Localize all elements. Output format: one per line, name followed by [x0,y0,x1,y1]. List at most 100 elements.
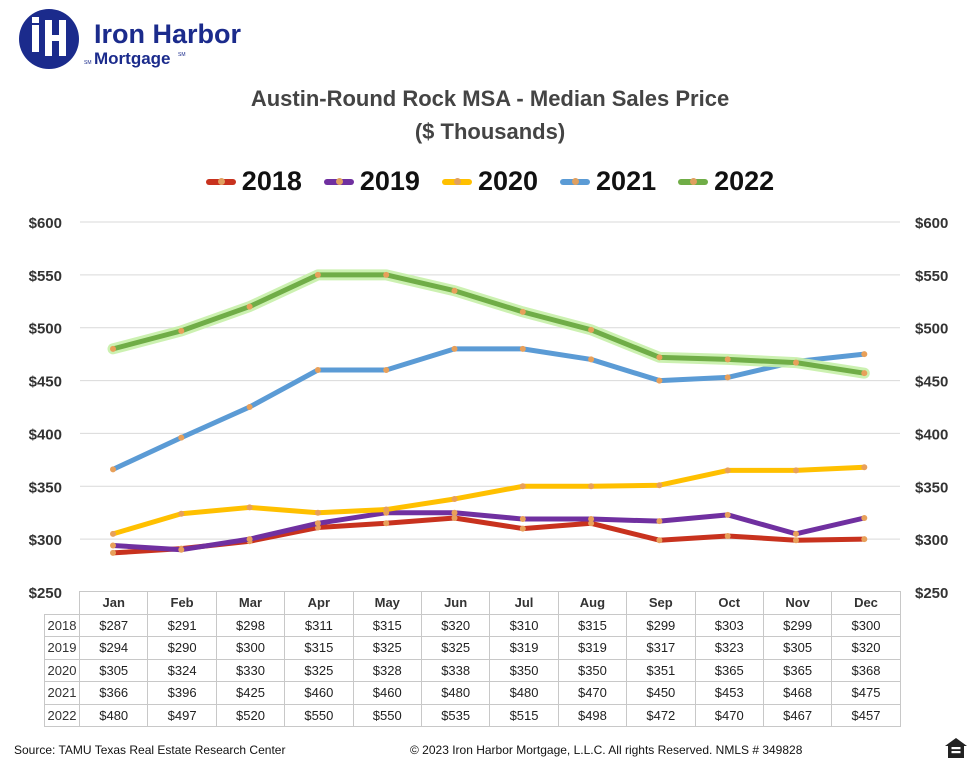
data-point-2020-Feb [178,510,185,517]
y-tick-label-right: $500 [915,321,948,338]
table-row-label: 2021 [44,681,80,705]
legend-label: 2019 [359,166,420,196]
table-cell: $294 [78,636,149,660]
equal-housing-icon [945,738,967,758]
table-cell: $299 [762,613,833,637]
legend-label: 2020 [477,166,539,196]
iron-harbor-logo: Iron Harbor Mortgage SM SM [19,9,242,69]
data-point-2019-Oct [724,511,731,518]
data-point-2019-Apr [314,520,321,527]
data-point-2020-Aug [588,483,595,490]
table-cell: $290 [147,636,217,660]
table-cell: $338 [420,658,491,682]
y-tick-label-right: $600 [915,215,948,232]
table-cell: $498 [557,703,628,727]
table-row-label: 2020 [44,658,80,682]
table-cell: $535 [420,703,491,727]
legend-item-2022: 2022 [678,166,774,197]
table-row: 2019 $294 $290 $300 $315 $325 $325 $319 $319 $317… [44,636,901,660]
data-point-2020-Jul [519,483,526,490]
data-point-2021-Apr [314,367,321,373]
table-cell: $350 [489,658,559,682]
data-point-2020-Apr [314,509,321,516]
table-cell: $450 [626,681,696,705]
table-cell: $468 [762,681,833,705]
table-cell: $300 [831,613,901,637]
table-cell: $366 [78,681,149,705]
table-cell: $457 [831,703,901,727]
copyright-note: © 2023 Iron Harbor Mortgage, L.L.C. All … [410,743,803,757]
data-point-2021-Jan [110,466,116,473]
table-cell: $330 [215,658,286,682]
table-cell: $315 [557,613,628,637]
x-tick-label: Jul [489,591,559,615]
data-point-2020-Oct [724,467,731,474]
table-cell: $310 [489,613,559,637]
source-note: Source: TAMU Texas Real Estate Research … [14,743,286,757]
data-point-2018-Aug [588,520,595,527]
data-point-2020-May [383,506,390,513]
table-cell: $317 [626,636,696,660]
data-point-2021-Sep [656,377,663,384]
legend-label: 2018 [241,166,302,196]
data-point-2021-Oct [724,374,731,381]
data-point-2019-Jun [451,509,458,516]
legend-marker [453,177,461,185]
line-chart: $600 $550 $500 $450 $400 $350 $300 $250 $600 $55… [29,215,949,600]
data-point-2021-Feb [178,434,185,441]
data-point-2020-Nov [793,467,799,474]
x-tick-label: Aug [557,591,628,615]
table-cell: $305 [78,658,149,682]
data-point-2022-Nov [793,359,799,366]
table-cell: $311 [284,613,354,637]
y-tick-label-right: $350 [915,479,948,496]
table-row-label: 2022 [44,703,80,727]
data-point-2018-May [383,520,390,527]
table-cell: $350 [557,658,628,682]
y-tick-label-left: $550 [29,268,62,285]
x-tick-label: Dec [831,591,901,615]
table-cell: $291 [147,613,217,637]
table-cell: $472 [626,703,696,727]
y-tick-label-right: $250 [915,585,948,600]
table-cell: $396 [147,681,217,705]
y-tick-label-left: $350 [29,479,62,496]
y-tick-label-left: $450 [29,374,62,391]
legend-swatch [205,177,236,185]
table-cell: $323 [694,636,764,660]
data-point-2022-Mar [246,303,253,310]
data-point-2022-Feb [178,327,185,334]
table-cell: $300 [215,636,286,660]
table-cell: $303 [694,613,764,637]
x-tick-label: Mar [215,591,286,615]
table-cell: $550 [352,703,422,727]
y-tick-label-left: $600 [29,215,62,232]
table-cell: $298 [215,613,286,637]
table-cell: $480 [78,703,149,727]
data-point-2022-Jul [519,308,526,315]
data-point-2022-Apr [314,271,321,278]
table-cell: $365 [694,658,764,682]
table-cell: $470 [557,681,628,705]
table-cell: $351 [626,658,696,682]
legend-label: 2022 [714,166,775,196]
data-point-2022-Dec [861,370,868,377]
data-point-2021-Aug [588,356,595,363]
table-cell: $460 [284,681,354,705]
table-row: 2022 $480 $497 $520 $550 $550 $535 $515 $498 $472… [44,703,901,727]
legend-marker [690,177,698,185]
series-line-2020 [110,464,867,537]
logo-sm-mark: SM [84,60,92,66]
x-tick-label: Jan [78,591,149,615]
data-point-2022-Aug [588,326,595,333]
data-point-2020-Mar [246,504,253,511]
y-tick-label-right: $450 [915,374,948,391]
table-row: 2018 $287 $291 $298 $311 $315 $320 $310 $315 $299… [44,613,901,637]
table-cell: $460 [352,681,422,705]
data-point-2021-Jun [451,345,458,352]
table-cell: $497 [147,703,217,727]
table-cell: $320 [831,636,901,660]
legend-swatch [560,177,591,185]
table-cell: $315 [284,636,354,660]
data-point-2019-Aug [588,516,595,523]
